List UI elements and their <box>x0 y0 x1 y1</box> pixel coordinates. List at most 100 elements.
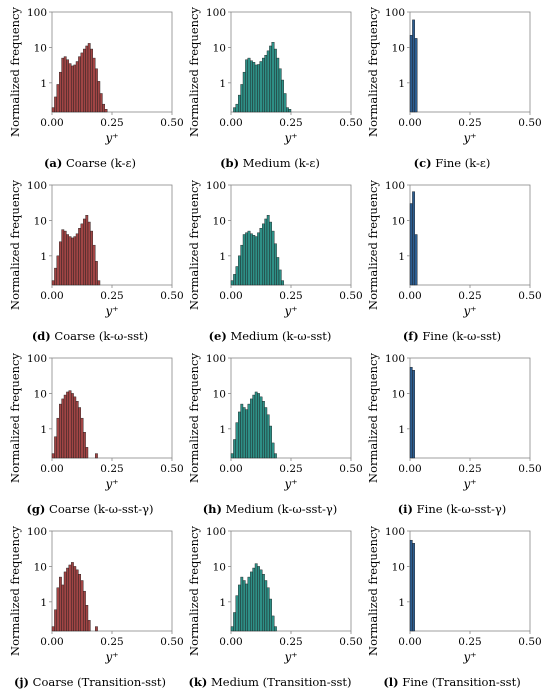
histogram-bar <box>99 93 103 113</box>
histogram-bar <box>274 243 277 286</box>
panel-caption-text: Coarse (k-ω-sst-γ) <box>45 502 153 516</box>
chart-panel-e: 1 10 100 0.00 0.25 0.50 y⁺ Normalized frequency… <box>187 180 363 343</box>
x-tick-label: 0.50 <box>339 117 362 129</box>
panel-caption-text: Fine (k-ω-sst) <box>419 329 502 343</box>
chart-panel-f: 1 10 100 0.00 0.25 0.50 y⁺ Normalized frequency… <box>366 180 542 343</box>
histogram-bar <box>235 595 239 632</box>
histogram-bar <box>68 236 72 286</box>
chart-panel-j: 1 10 100 0.00 0.25 0.50 y⁺ Normalized frequency… <box>8 526 184 689</box>
histogram-bar <box>51 453 55 459</box>
y-tick-label: 10 <box>392 42 405 54</box>
histogram-bar <box>252 567 256 632</box>
histogram-bar <box>262 57 265 113</box>
y-axis-label: Normalized frequency <box>366 353 380 483</box>
histogram-bar <box>94 453 98 459</box>
x-tick-label: 0.25 <box>100 463 123 475</box>
panel-caption-letter: (f) <box>403 329 419 343</box>
y-tick-label: 10 <box>34 215 47 227</box>
x-axis-label: y⁺ <box>283 131 297 145</box>
y-tick-label: 10 <box>34 388 47 400</box>
panel-caption-letter: (j) <box>14 675 29 689</box>
panel-caption-letter: (c) <box>414 156 432 170</box>
histogram-bar <box>233 107 236 113</box>
histogram-bar <box>56 587 60 632</box>
histogram-bar <box>61 584 65 632</box>
histogram-bar <box>233 439 236 459</box>
histogram-bar <box>80 580 84 632</box>
y-tick-label: 10 <box>34 561 47 573</box>
panel-caption-letter: (h) <box>203 502 222 516</box>
histogram-bar <box>242 407 246 459</box>
y-tick-label: 100 <box>206 180 226 192</box>
x-tick-label: 0.50 <box>518 463 541 475</box>
y-tick-label: 1 <box>219 251 226 263</box>
histogram-bar <box>97 81 101 113</box>
histogram-bar <box>73 396 77 459</box>
histogram-bar <box>233 274 236 286</box>
x-axis-label: y⁺ <box>104 650 118 664</box>
histogram-bar <box>409 35 413 113</box>
histogram-bar <box>240 403 244 459</box>
histogram-bar <box>54 267 58 286</box>
x-tick-label: 0.00 <box>219 117 242 129</box>
y-axis-label: Normalized frequency <box>8 180 22 310</box>
panel-caption-letter: (i) <box>398 502 413 516</box>
histogram-bar <box>87 620 91 632</box>
y-tick-label: 100 <box>206 353 226 365</box>
histogram-bar <box>245 583 248 632</box>
y-tick-label: 1 <box>219 78 226 90</box>
histogram-bar <box>409 366 413 459</box>
histogram-bar <box>271 442 275 459</box>
axes-frame <box>409 184 531 286</box>
y-axis-label: Normalized frequency <box>187 353 201 483</box>
histogram-bar <box>414 234 418 286</box>
histogram-bar <box>274 48 277 113</box>
x-tick-label: 0.50 <box>339 636 362 648</box>
histogram-bar <box>235 266 239 286</box>
histogram-bar <box>59 71 62 113</box>
histogram-bar <box>245 409 248 459</box>
panel-caption-text: Coarse (k-ω-sst) <box>51 329 148 343</box>
histogram-bar <box>90 230 94 286</box>
histogram-bar <box>414 38 418 113</box>
histogram-bar <box>262 223 265 286</box>
y-tick-label: 10 <box>34 42 47 54</box>
histogram-bar <box>90 48 94 113</box>
panel-caption-text: Fine (k-ε) <box>432 156 491 170</box>
x-tick-label: 0.00 <box>398 463 421 475</box>
chart-panel-h: 1 10 100 0.00 0.25 0.50 y⁺ Normalized frequency… <box>187 353 363 516</box>
x-tick-label: 0.00 <box>398 117 421 129</box>
histogram-bar <box>264 580 268 632</box>
histogram-bar <box>102 103 106 113</box>
x-tick-label: 0.00 <box>398 636 421 648</box>
panel-caption: (j) Coarse (Transition-sst) <box>14 675 166 689</box>
histogram-bar <box>78 407 82 459</box>
histogram-bar <box>278 269 282 286</box>
histogram-bar <box>73 566 77 632</box>
x-tick-label: 0.25 <box>279 290 302 302</box>
x-tick-label: 0.00 <box>40 463 63 475</box>
histogram-bar <box>249 398 253 459</box>
y-tick-label: 100 <box>27 353 47 365</box>
histogram-bar <box>269 221 272 286</box>
panel-caption-text: Medium (Transition-sst) <box>207 675 351 689</box>
histogram-bar <box>269 425 272 459</box>
panel-caption-text: Fine (k-ω-sst-γ) <box>413 502 506 516</box>
histogram-bar <box>242 234 246 286</box>
histogram-bar <box>66 234 70 286</box>
histogram-bar <box>61 229 65 286</box>
y-tick-label: 10 <box>213 561 226 573</box>
panel-caption: (e) Medium (k-ω-sst) <box>209 329 332 343</box>
histogram-bar <box>412 543 415 632</box>
histogram-bar <box>82 218 86 286</box>
y-tick-label: 100 <box>385 180 405 192</box>
histogram-bar <box>70 237 74 286</box>
y-tick-label: 100 <box>385 7 405 19</box>
histogram-bar <box>266 414 270 459</box>
x-tick-label: 0.25 <box>279 117 302 129</box>
x-tick-label: 0.25 <box>279 636 302 648</box>
y-axis-label: Normalized frequency <box>366 526 380 656</box>
histogram-bar <box>51 107 55 113</box>
histogram-bar <box>412 370 415 459</box>
